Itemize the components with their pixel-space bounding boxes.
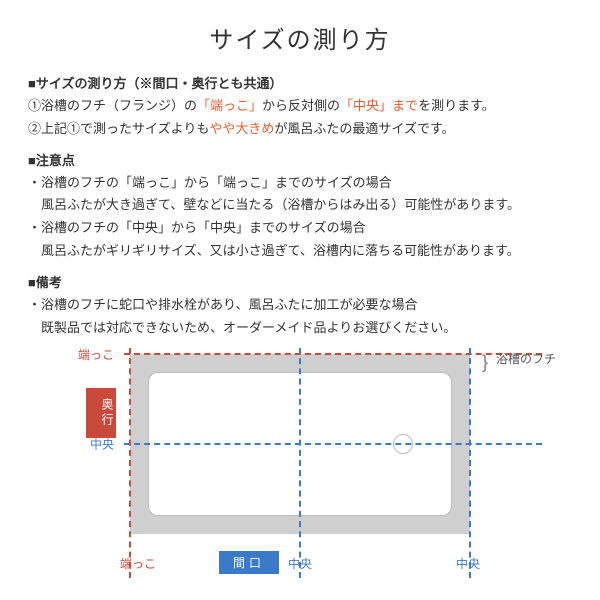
caution-line: 風呂ふたが大き過ぎて、壁などに当たる（浴槽からはみ出る）可能性があります。 <box>28 195 572 216</box>
label-depth: 奥行 <box>86 388 116 438</box>
howto-heading: ■サイズの測り方（※間口・奥行とも共通） <box>28 73 572 92</box>
guide-right-dashed <box>469 348 471 578</box>
bathtub-outer: 端っこ 奥行 中央 } 浴槽のフチ 端っこ 間口 中央 中央 <box>130 354 470 534</box>
brace-icon: } <box>482 352 488 373</box>
caution-line: ・浴槽のフチの「中央」から「中央」までのサイズの場合 <box>28 218 572 239</box>
label-bottom-right: 中央 <box>456 555 480 572</box>
remarks-line: 既製品では対応できないため、オーダーメイド品よりお選びください。 <box>28 318 572 339</box>
label-bottom-center: 中央 <box>288 555 312 572</box>
label-edge-top: 端っこ <box>78 346 114 363</box>
guide-left-dashed <box>129 348 131 578</box>
caution-line: 風呂ふたがギリギリサイズ、又は小さ過ぎて、浴槽内に落ちる可能性があります。 <box>28 241 572 262</box>
label-bottom-left: 端っこ <box>120 555 156 572</box>
label-width: 間口 <box>219 551 279 574</box>
howto-line-1: ①浴槽のフチ（フランジ）の「端っこ」から反対側の「中央」までを測ります。 <box>28 96 572 117</box>
highlight: 「中央」まで <box>340 98 418 113</box>
remarks-line: ・浴槽のフチに蛇口や排水栓があり、風呂ふたに加工が必要な場合 <box>28 295 572 316</box>
guide-mid-dashed <box>124 443 542 445</box>
diagram: 端っこ 奥行 中央 } 浴槽のフチ 端っこ 間口 中央 中央 <box>28 354 572 534</box>
caution-line: ・浴槽のフチの「端っこ」から「端っこ」までのサイズの場合 <box>28 173 572 194</box>
bottom-labels: 端っこ 間口 中央 中央 <box>130 548 470 572</box>
highlight: やや大きめ <box>209 121 274 136</box>
highlight: 「端っこ」 <box>197 98 262 113</box>
guide-top-dashed <box>124 353 542 355</box>
text: から反対側の <box>262 98 340 113</box>
text: ①浴槽のフチ（フランジ）の <box>28 98 197 113</box>
remarks-heading: ■備考 <box>28 272 572 291</box>
text: ②上記①で測ったサイズよりも <box>28 121 209 136</box>
text: を測ります。 <box>418 98 495 113</box>
page-title: サイズの測り方 <box>28 20 572 55</box>
label-center-left: 中央 <box>90 436 114 453</box>
howto-line-2: ②上記①で測ったサイズよりもやや大きめが風呂ふたの最適サイズです。 <box>28 119 572 140</box>
guide-center-dashed <box>299 348 301 578</box>
caution-heading: ■注意点 <box>28 150 572 169</box>
text: が風呂ふたの最適サイズです。 <box>274 121 454 136</box>
label-tub-edge: 浴槽のフチ <box>496 350 556 367</box>
